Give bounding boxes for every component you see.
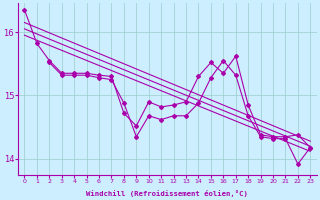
X-axis label: Windchill (Refroidissement éolien,°C): Windchill (Refroidissement éolien,°C) [86,190,248,197]
